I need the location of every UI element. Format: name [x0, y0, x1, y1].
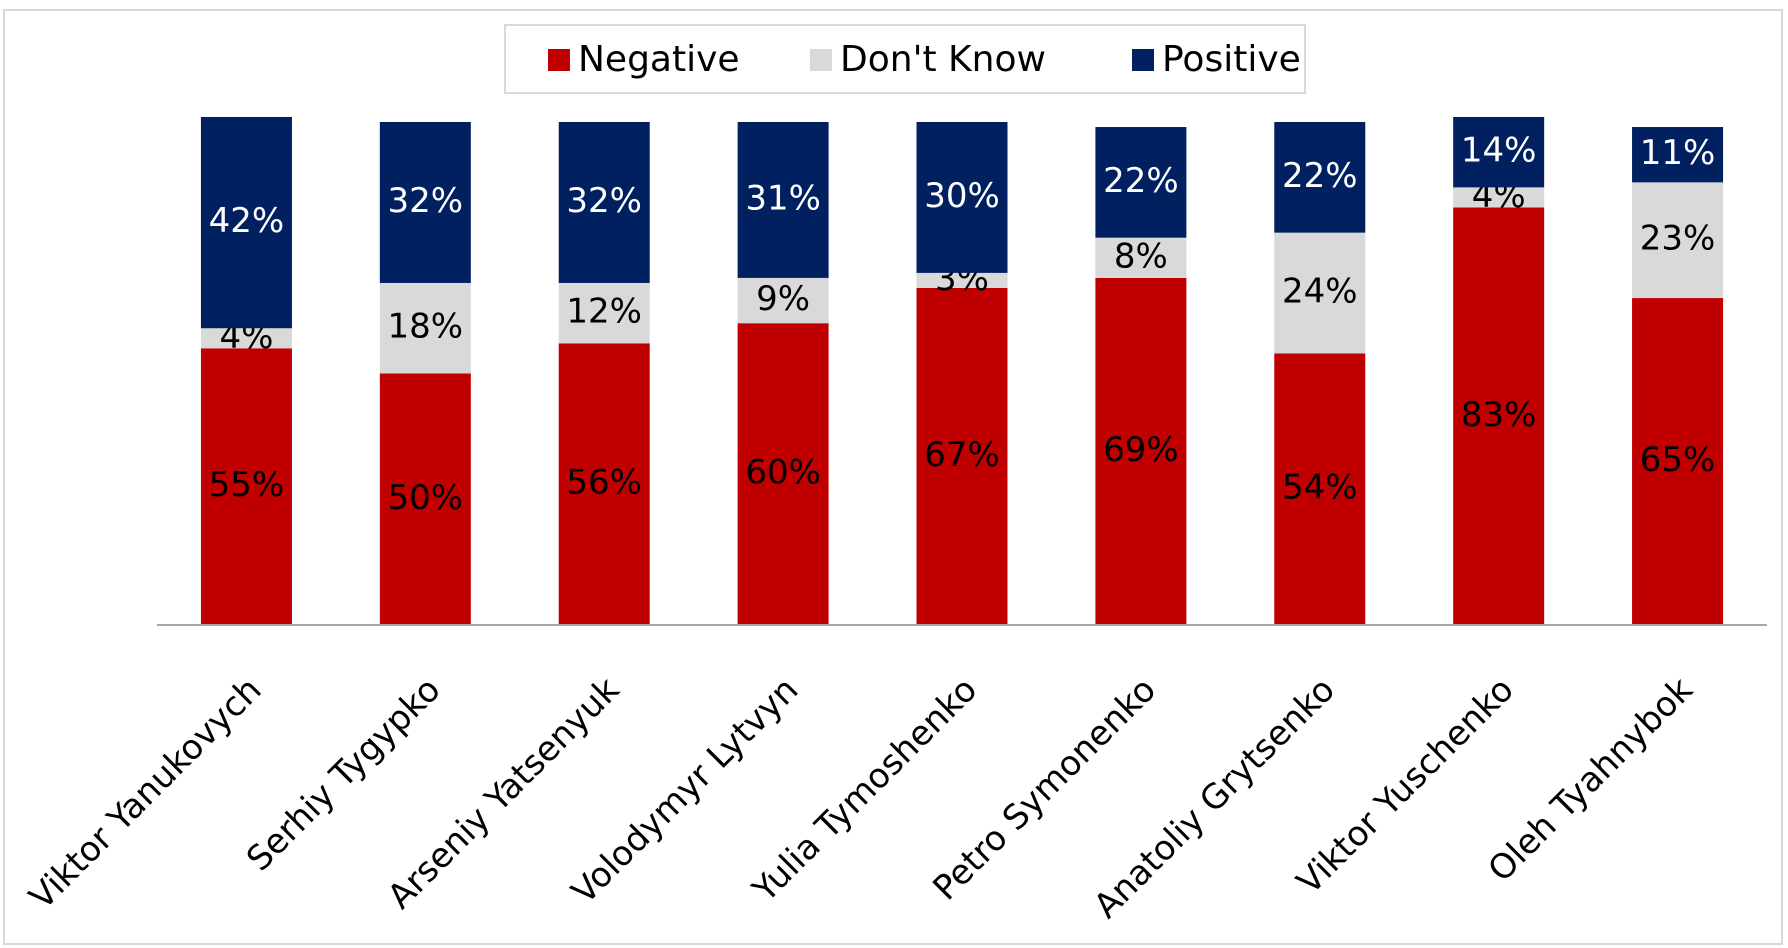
- chart-frame: [3, 9, 1783, 945]
- bar-segment: [1453, 187, 1545, 208]
- bar-segment: [737, 122, 829, 278]
- bar-segment: [1632, 298, 1724, 625]
- data-label: 24%: [1282, 272, 1358, 312]
- bar-segment: [916, 272, 1008, 288]
- bar-segment: [916, 122, 1008, 273]
- data-label: 56%: [566, 463, 642, 503]
- bar-segment: [1095, 127, 1187, 238]
- bar-segment: [379, 373, 471, 625]
- x-tick-label: Serhiy Tygypko: [239, 670, 448, 879]
- bar-segment: [1274, 232, 1366, 354]
- data-label: 54%: [1282, 468, 1358, 508]
- legend-label: Negative: [578, 39, 740, 80]
- data-label: 31%: [745, 178, 821, 218]
- bar-segment: [1095, 277, 1187, 625]
- x-tick-label: Viktor Yanukovych: [22, 670, 270, 918]
- bar-segment: [558, 343, 650, 625]
- bar-segment: [558, 122, 650, 283]
- bar-segment: [1453, 207, 1545, 625]
- legend-swatch: [1132, 49, 1154, 71]
- data-label: 22%: [1103, 161, 1179, 201]
- bar-segment: [379, 122, 471, 283]
- data-label: 18%: [388, 307, 464, 347]
- bar-segment: [1274, 353, 1366, 625]
- bar-segment: [200, 116, 292, 329]
- data-label: 67%: [924, 435, 1000, 475]
- bar-segment: [916, 287, 1008, 625]
- bar-segment: [379, 282, 471, 374]
- data-label: 69%: [1103, 430, 1179, 470]
- data-label: 50%: [388, 478, 464, 518]
- bar-segment: [737, 323, 829, 625]
- data-label: 12%: [566, 292, 642, 332]
- bar-segment: [200, 328, 292, 349]
- legend-swatch: [548, 49, 570, 71]
- data-label: 9%: [756, 279, 810, 319]
- legend-label: Positive: [1162, 39, 1301, 80]
- data-label: 8%: [1114, 236, 1168, 276]
- bar-segment: [1274, 122, 1366, 233]
- legend: Negative Don't Know Positive: [548, 39, 1301, 80]
- bar-segment: [1632, 127, 1724, 183]
- data-label: 23%: [1640, 219, 1716, 259]
- data-label: 32%: [566, 181, 642, 221]
- data-label: 42%: [209, 201, 285, 241]
- bar-segment: [737, 277, 829, 324]
- data-label: 14%: [1461, 131, 1537, 171]
- data-label: 11%: [1640, 133, 1716, 173]
- data-label: 55%: [209, 465, 285, 505]
- data-label: 22%: [1282, 156, 1358, 196]
- data-label: 32%: [388, 181, 464, 221]
- bar-segment: [1453, 116, 1545, 188]
- legend-box: [504, 24, 1306, 94]
- data-label: 60%: [745, 453, 821, 493]
- legend-swatch: [810, 49, 832, 71]
- data-label: 83%: [1461, 395, 1537, 435]
- data-label: 65%: [1640, 440, 1716, 480]
- data-label: 30%: [924, 176, 1000, 216]
- legend-label: Don't Know: [840, 39, 1046, 80]
- bar-segment: [1632, 182, 1724, 299]
- bar-segment: [1095, 237, 1187, 278]
- bar-segment: [200, 348, 292, 625]
- bar-segment: [558, 282, 650, 344]
